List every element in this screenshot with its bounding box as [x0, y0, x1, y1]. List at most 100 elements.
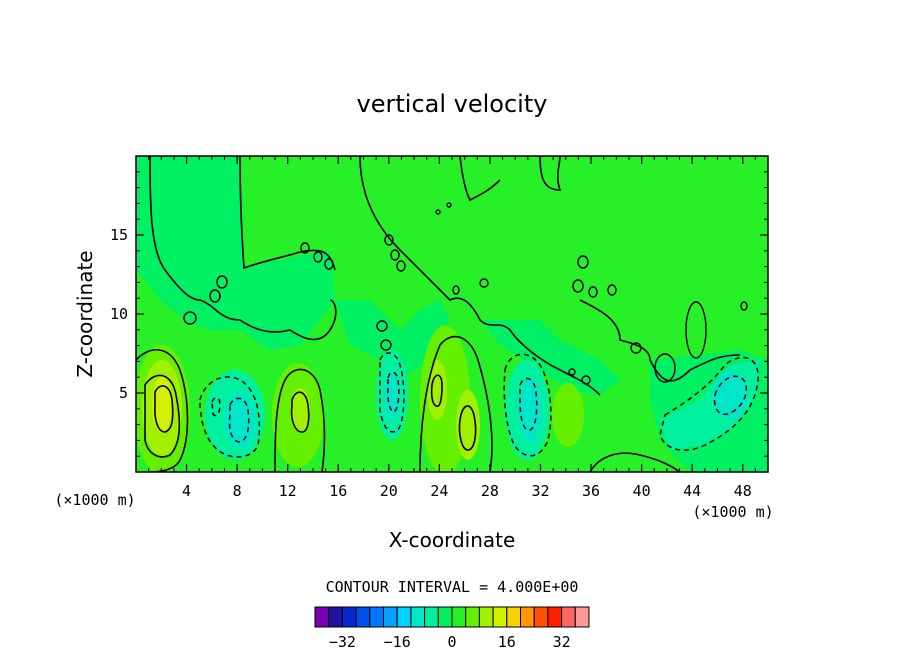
- x-tick-label: 40: [633, 482, 651, 500]
- colorbar-swatch: [355, 606, 371, 628]
- colorbar-swatch: [561, 606, 576, 628]
- blob: [435, 209, 441, 215]
- contour-plus12-left: [154, 385, 174, 433]
- x-tick-label: 36: [582, 482, 600, 500]
- colorbar-swatch: [369, 606, 384, 628]
- colorbar-swatch: [410, 606, 426, 628]
- blob: [588, 286, 598, 298]
- contour-minus4-x7: [199, 376, 261, 458]
- contour-plus8-x26: [458, 405, 477, 451]
- colorbar-tick-label: 0: [447, 633, 456, 651]
- blob: [581, 375, 591, 385]
- blob: [452, 285, 460, 295]
- contour-minus4-x46: [659, 356, 759, 451]
- colorbar-tick-label: 16: [498, 633, 516, 651]
- blob: [390, 249, 400, 261]
- contour-zero-right-mid: [579, 299, 741, 382]
- colorbar-tick-label: −16: [384, 633, 411, 651]
- downdraft-core-x20-inner: [384, 370, 400, 420]
- region-slight-negative-mid: [335, 300, 450, 380]
- downdraft-core-x7-inner: [224, 392, 256, 448]
- contour-minus8-x7: [228, 397, 250, 443]
- contour-zero-bottom-right: [589, 452, 681, 472]
- small-contour-blobs: [183, 202, 748, 385]
- blob: [396, 260, 406, 272]
- x-unit-left: (×1000 m): [54, 491, 135, 509]
- downdraft-core-x31-inner: [518, 378, 542, 442]
- blob: [446, 202, 452, 208]
- x-tick-label: 4: [182, 482, 191, 500]
- updraft-core-x13-inner: [290, 388, 310, 432]
- colorbar-swatch: [437, 606, 453, 628]
- negative-contour-lines: [199, 352, 759, 458]
- blob: [300, 242, 310, 254]
- y-axis-label: Z-coordinate: [73, 250, 97, 377]
- colorbar-tick-label: −32: [329, 633, 356, 651]
- contour-zero-mid: [359, 156, 601, 396]
- updraft-core-x24-inner: [427, 360, 447, 420]
- contour-minus8-x20: [387, 371, 400, 413]
- contour-minus4-x20: [379, 352, 405, 433]
- contour-plus4-x13: [274, 368, 326, 472]
- blob: [324, 258, 334, 270]
- y-tick-label: 15: [110, 226, 128, 244]
- contour-zero-left: [149, 156, 337, 341]
- blob: [568, 368, 576, 376]
- y-tick-label: 5: [119, 384, 128, 402]
- colorbar-swatch: [314, 606, 330, 628]
- blob: [380, 339, 392, 351]
- colorbar-swatch: [451, 606, 467, 628]
- colorbar-tick-label: 32: [553, 633, 571, 651]
- blob: [685, 301, 707, 359]
- region-slight-negative-right: [470, 156, 768, 380]
- x-unit-right: (×1000 m): [692, 503, 773, 521]
- colorbar-swatch: [465, 606, 480, 628]
- blob: [376, 320, 388, 332]
- contour-plus4-x24: [419, 335, 493, 472]
- chart-title: vertical velocity: [357, 90, 548, 118]
- blob: [572, 279, 584, 293]
- x-axis: 4 8 12 16 20 24 28 32 36 40 44 48: [148, 156, 756, 500]
- x-tick-label: 8: [233, 482, 242, 500]
- blob: [384, 234, 394, 246]
- blob: [216, 275, 228, 289]
- blob: [740, 301, 748, 311]
- blob: [654, 353, 676, 383]
- colorbar-swatch: [533, 606, 549, 628]
- colorbar-swatch: [547, 606, 563, 628]
- colorbar-swatch: [492, 606, 508, 628]
- updraft-core-x2-peak: [152, 377, 172, 433]
- y-axis: 5 10 15: [110, 171, 768, 457]
- region-slight-negative-upper-left: [136, 156, 335, 350]
- x-axis-label: X-coordinate: [389, 528, 516, 552]
- blob: [479, 278, 489, 288]
- blob: [630, 342, 642, 354]
- blob: [607, 284, 617, 296]
- colorbar-swatch: [506, 606, 521, 628]
- x-tick-label: 12: [279, 482, 297, 500]
- colorbar-swatch: [520, 606, 535, 628]
- contour-zero-upper-left: [239, 156, 336, 271]
- x-tick-label: 20: [380, 482, 398, 500]
- contour-zero-right-upper: [459, 156, 562, 202]
- colorbar-swatch: [478, 606, 494, 628]
- x-tick-label: 16: [329, 482, 347, 500]
- blob: [577, 255, 589, 269]
- blob: [183, 311, 197, 325]
- contour-minus8-x7-small: [211, 397, 221, 417]
- colorbar-swatch: [574, 606, 590, 628]
- plot-area: [136, 156, 768, 472]
- x-tick-label: 32: [531, 482, 549, 500]
- updraft-core-x34: [552, 383, 584, 447]
- blob: [209, 289, 221, 303]
- contour-lines: [136, 156, 741, 472]
- downdraft-cores: [205, 350, 760, 460]
- x-tick-label: 28: [481, 482, 499, 500]
- contour-plus8-x24: [430, 374, 443, 408]
- x-tick-label: 24: [430, 482, 448, 500]
- contour-minus8-x31: [519, 377, 538, 431]
- contour-minus8-x46: [713, 375, 747, 416]
- x-tick-label: 44: [683, 482, 701, 500]
- contour-interval-label: CONTOUR INTERVAL = 4.000E+00: [326, 578, 579, 596]
